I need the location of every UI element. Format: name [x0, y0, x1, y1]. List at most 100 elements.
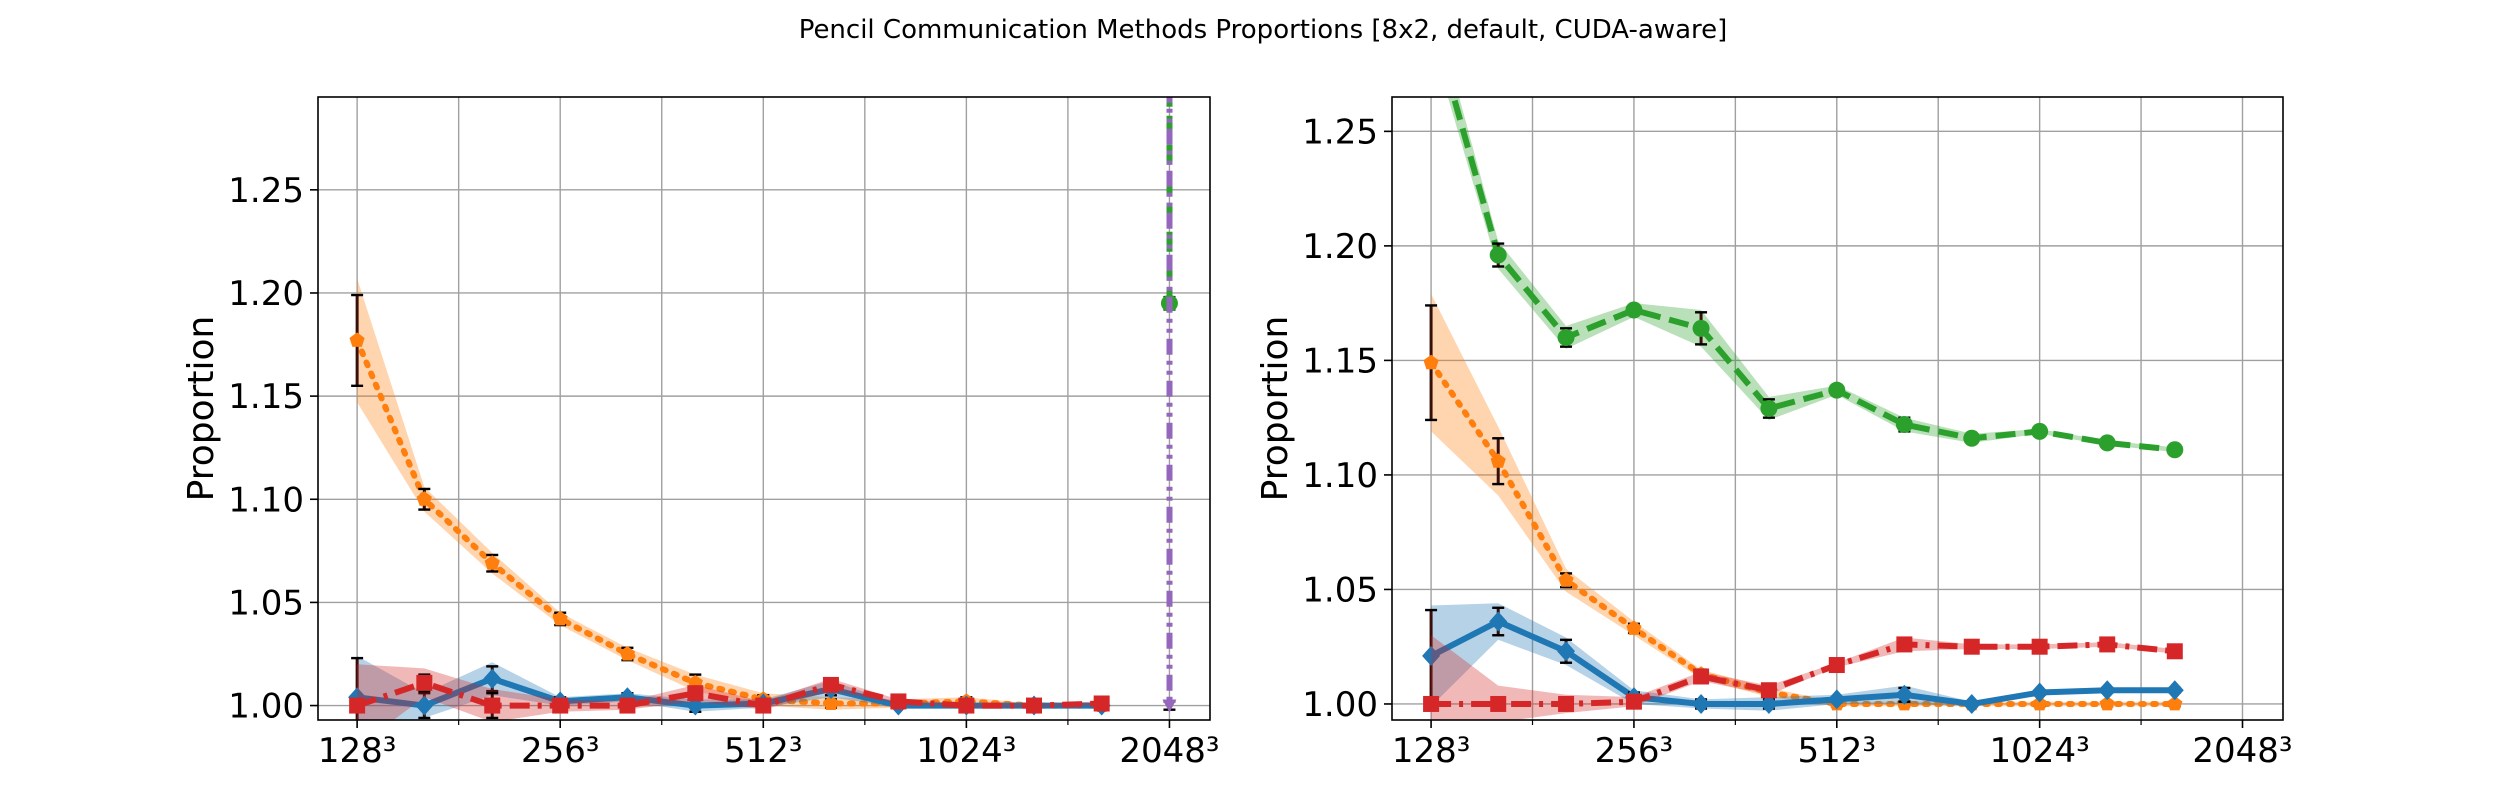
data-point	[823, 695, 839, 710]
data-point	[2098, 434, 2116, 452]
data-point	[2166, 441, 2184, 459]
data-point	[1026, 697, 1043, 714]
data-point	[1558, 695, 1575, 712]
data-point	[1895, 684, 1914, 705]
x-tick-label: 128³	[1392, 731, 1471, 771]
x-tick-label: 256³	[521, 731, 600, 771]
data-point	[1557, 328, 1575, 346]
data-point	[1963, 638, 1980, 655]
x-tick-label: 512³	[724, 731, 803, 771]
data-point	[619, 697, 636, 714]
data-point	[416, 491, 432, 506]
y-tick-label: 1.25	[228, 171, 304, 211]
data-point	[2099, 696, 2115, 711]
x-tick-label: 512³	[1798, 731, 1877, 771]
data-point	[2167, 696, 2183, 711]
y-tick-label: 1.05	[1302, 570, 1378, 610]
y-tick-label: 1.15	[1302, 341, 1378, 381]
data-point	[552, 697, 569, 714]
data-point	[1962, 693, 1981, 714]
confidence-band	[1431, 635, 2175, 720]
y-tick-label: 1.25	[1302, 112, 1378, 152]
data-point	[1489, 611, 1508, 632]
data-point	[415, 695, 434, 716]
left-chart-panel: 1.00 1.05 1.10 1.15 1.20 1.25 128³ 256³ 512³ 1024…	[181, 96, 1220, 771]
data-point	[484, 697, 501, 714]
data-point	[416, 674, 433, 691]
data-point	[958, 697, 975, 714]
data-point	[2165, 680, 2184, 701]
data-point	[1162, 699, 1177, 713]
y-tick-label: 1.05	[228, 583, 304, 623]
y-axis-label: Proportion	[1255, 316, 1296, 502]
data-point	[619, 646, 635, 661]
data-point	[2030, 682, 2049, 703]
series-line	[356, 679, 1102, 709]
y-tick-label: 1.10	[228, 480, 304, 520]
data-point	[484, 555, 500, 570]
data-point	[2099, 636, 2116, 653]
data-point	[1625, 301, 1643, 319]
data-point	[2098, 680, 2117, 701]
data-point	[1896, 636, 1913, 653]
data-point	[483, 668, 502, 689]
data-point	[2032, 696, 2048, 711]
y-tick-label: 1.15	[228, 377, 304, 417]
series-line	[1450, 97, 2176, 453]
data-point	[1828, 381, 1846, 399]
data-point	[2031, 638, 2048, 655]
series-line	[1428, 359, 2178, 707]
y-tick-label: 1.00	[228, 687, 304, 727]
y-tick-label: 1.20	[1302, 227, 1378, 267]
series-0	[1447, 97, 2184, 459]
confidence-band	[357, 664, 1102, 720]
data-point	[349, 332, 365, 347]
data-point	[890, 693, 907, 710]
x-tick-label: 128³	[318, 731, 397, 771]
data-point	[2031, 422, 2049, 440]
data-point	[822, 676, 839, 693]
data-point	[1963, 429, 1981, 447]
data-point	[1692, 693, 1711, 714]
data-point	[1423, 354, 1439, 370]
data-point	[1093, 695, 1110, 712]
data-point	[1760, 682, 1777, 699]
figure-title: Pencil Communication Methods Proportions…	[799, 15, 1728, 45]
confidence-band	[357, 278, 1102, 710]
series-group	[1422, 97, 2184, 720]
right-chart-panel: 1.00 1.05 1.10 1.15 1.20 1.25 128³ 256³ 512³ 1024…	[1255, 96, 2293, 771]
data-point	[1828, 657, 1845, 674]
data-point	[1626, 620, 1642, 635]
series-group	[348, 97, 1178, 720]
data-point	[1692, 319, 1710, 337]
series-2	[1422, 603, 2184, 714]
data-point	[1423, 695, 1440, 712]
x-tick-label: 1024³	[916, 731, 1016, 771]
data-point	[1489, 246, 1507, 264]
x-tick-label: 2048³	[2192, 731, 2292, 771]
data-point	[2166, 643, 2183, 660]
series-line	[1431, 641, 2176, 707]
data-point	[1895, 416, 1913, 434]
y-tick-label: 1.20	[228, 274, 304, 314]
series-4	[1162, 97, 1177, 713]
data-point	[1759, 693, 1778, 714]
data-point	[687, 685, 704, 702]
data-point	[1557, 641, 1576, 662]
y-tick-label: 1.10	[1302, 456, 1378, 496]
data-point	[1625, 693, 1642, 710]
x-tick-label: 2048³	[1119, 731, 1219, 771]
x-tick-label: 256³	[1595, 731, 1674, 771]
series-3	[1423, 635, 2183, 720]
y-axis-label: Proportion	[181, 316, 222, 502]
data-point	[755, 697, 772, 714]
y-tick-label: 1.00	[1302, 685, 1378, 725]
series-2	[349, 664, 1110, 720]
x-tick-label: 1024³	[1990, 731, 2090, 771]
data-point	[1422, 645, 1441, 666]
data-point	[1490, 453, 1506, 468]
data-point	[1827, 689, 1846, 710]
series-line	[1429, 618, 2175, 708]
data-point	[349, 697, 366, 714]
